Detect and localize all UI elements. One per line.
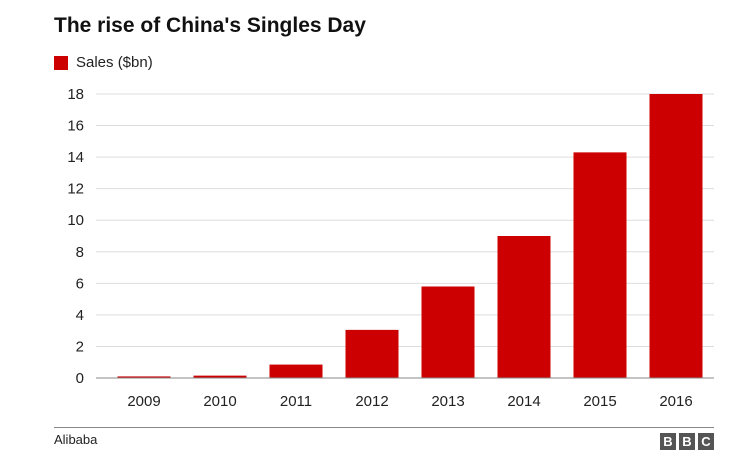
y-tick-label: 10 (67, 212, 84, 229)
logo-letter: C (698, 433, 714, 450)
bar-2014 (497, 236, 551, 378)
legend-swatch (54, 55, 68, 70)
x-tick-label: 2014 (507, 393, 540, 410)
x-tick-label: 2016 (659, 393, 692, 410)
legend: Sales ($bn) (54, 54, 153, 71)
bar-2010 (193, 375, 247, 378)
bar-2016 (649, 94, 703, 378)
y-tick-label: 14 (67, 149, 84, 166)
y-tick-label: 18 (67, 86, 84, 103)
footer-divider (54, 427, 714, 428)
y-tick-label: 4 (76, 307, 84, 324)
bar-2011 (269, 364, 323, 378)
chart-title: The rise of China's Singles Day (54, 14, 366, 37)
y-axis-ticks: 0 2 4 6 8 10 12 14 16 18 (67, 86, 84, 387)
x-tick-label: 2009 (127, 393, 160, 410)
bar-2015 (573, 152, 627, 378)
bar-2009 (117, 376, 171, 378)
y-tick-label: 12 (67, 181, 84, 198)
source-label: Alibaba (54, 432, 98, 447)
x-axis-ticks: 2009 2010 2011 2012 2013 2014 2015 2016 (127, 393, 692, 410)
y-tick-label: 8 (76, 244, 84, 261)
bar-2012 (345, 329, 399, 378)
y-tick-label: 0 (76, 370, 84, 387)
x-tick-label: 2012 (355, 393, 388, 410)
y-tick-label: 2 (76, 338, 84, 355)
x-tick-label: 2015 (583, 393, 616, 410)
x-tick-label: 2011 (280, 393, 312, 410)
bbc-logo: B B C (660, 433, 714, 450)
y-tick-label: 16 (67, 118, 84, 135)
x-tick-label: 2010 (203, 393, 236, 410)
y-tick-label: 6 (76, 275, 84, 292)
x-tick-label: 2013 (431, 393, 464, 410)
logo-letter: B (679, 433, 695, 450)
bars (117, 94, 703, 378)
bar-2013 (421, 286, 475, 378)
legend-label: Sales ($bn) (76, 54, 153, 71)
logo-letter: B (660, 433, 676, 450)
